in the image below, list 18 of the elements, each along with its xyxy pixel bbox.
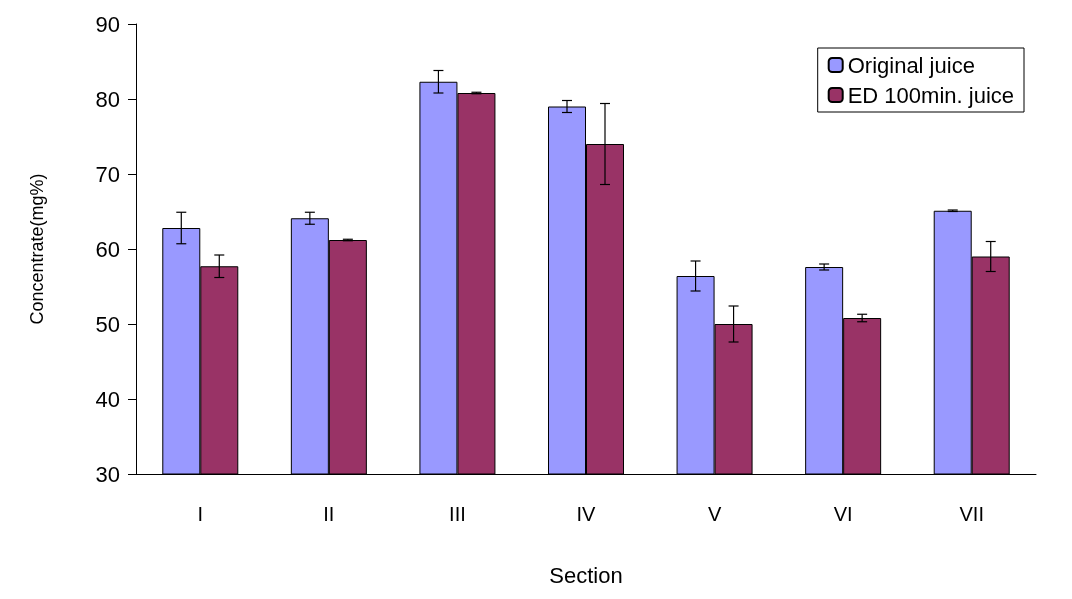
y-tick-label: 60 bbox=[95, 236, 120, 262]
y-tick-label: 90 bbox=[95, 11, 120, 37]
y-tick-label: 40 bbox=[95, 386, 120, 412]
y-axis-title: Concentrate(mg%) bbox=[27, 173, 47, 325]
x-tick-label: IV bbox=[576, 503, 597, 525]
x-tick-label: VII bbox=[959, 503, 984, 525]
x-axis-title: Section bbox=[549, 562, 623, 588]
y-tick-label: 70 bbox=[95, 161, 120, 187]
y-tick-label: 80 bbox=[95, 86, 120, 112]
x-tick-label: III bbox=[449, 503, 466, 525]
legend-label: Original juice bbox=[847, 52, 975, 78]
x-tick-label: V bbox=[707, 503, 722, 525]
y-tick-label: 50 bbox=[95, 311, 120, 337]
x-tick-label: II bbox=[323, 503, 335, 525]
x-tick-label: I bbox=[197, 503, 204, 525]
legend-label: ED 100min. juice bbox=[847, 82, 1015, 108]
x-tick-label: VI bbox=[833, 503, 853, 525]
y-tick-label: 30 bbox=[95, 461, 120, 487]
